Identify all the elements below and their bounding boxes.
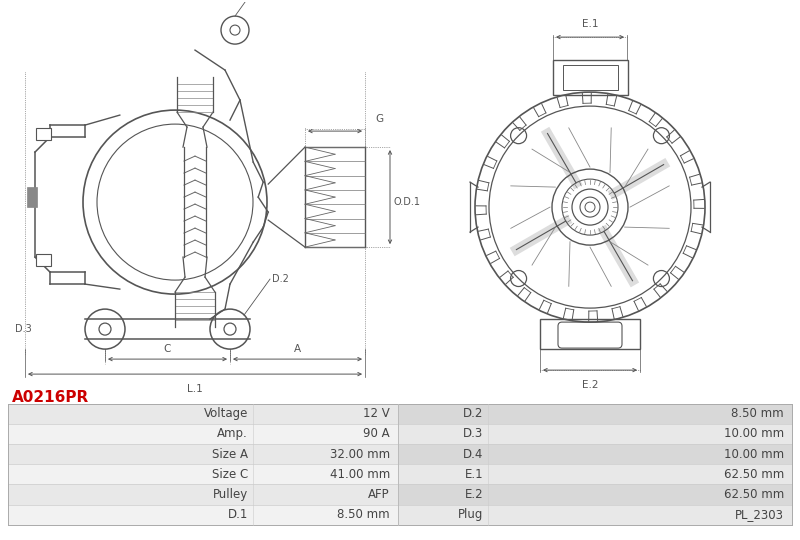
Bar (8, 484, 398, 505)
Bar (398, 484, 792, 505)
Text: L.1: L.1 (187, 384, 203, 394)
Bar (8, 505, 398, 525)
Text: 12 V: 12 V (363, 407, 390, 420)
Text: D.3: D.3 (15, 324, 32, 334)
Bar (553, 60, 628, 95)
Text: E.2: E.2 (582, 380, 598, 390)
Bar (36, 128, 51, 140)
Text: 90 A: 90 A (363, 428, 390, 441)
Text: 8.50 mm: 8.50 mm (731, 407, 784, 420)
Text: C: C (164, 344, 171, 354)
Text: 62.50 mm: 62.50 mm (724, 488, 784, 501)
Bar (563, 65, 618, 90)
Text: D.3: D.3 (462, 428, 483, 441)
Text: Size C: Size C (212, 468, 248, 481)
Text: Pulley: Pulley (213, 488, 248, 501)
Text: G: G (375, 114, 383, 124)
Text: E.1: E.1 (464, 468, 483, 481)
Text: O.D.1: O.D.1 (394, 197, 421, 207)
Bar (540, 319, 640, 349)
Bar (27, 187, 37, 207)
Text: D.2: D.2 (272, 274, 289, 284)
Text: Plug: Plug (458, 508, 483, 521)
Text: A: A (294, 344, 301, 354)
Text: PL_2303: PL_2303 (735, 508, 784, 521)
Bar (398, 424, 792, 444)
Text: Voltage: Voltage (204, 407, 248, 420)
Text: AFP: AFP (368, 488, 390, 501)
Bar (8, 444, 398, 464)
Text: 62.50 mm: 62.50 mm (724, 468, 784, 481)
Bar (398, 403, 792, 424)
Text: Size A: Size A (212, 448, 248, 461)
Text: 10.00 mm: 10.00 mm (724, 448, 784, 461)
Bar (36, 254, 51, 266)
Text: E.2: E.2 (464, 488, 483, 501)
Text: D.1: D.1 (228, 508, 248, 521)
Text: 41.00 mm: 41.00 mm (330, 468, 390, 481)
Text: D.4: D.4 (462, 448, 483, 461)
Bar (398, 444, 792, 464)
Text: A0216PR: A0216PR (12, 390, 90, 406)
Text: Amp.: Amp. (218, 428, 248, 441)
Text: 10.00 mm: 10.00 mm (724, 428, 784, 441)
Bar (398, 505, 792, 525)
Text: 32.00 mm: 32.00 mm (330, 448, 390, 461)
Bar (8, 424, 398, 444)
Text: 8.50 mm: 8.50 mm (338, 508, 390, 521)
Bar (8, 403, 398, 424)
Text: E.1: E.1 (582, 19, 598, 29)
Bar (8, 464, 398, 484)
Bar (398, 464, 792, 484)
Text: D.2: D.2 (462, 407, 483, 420)
